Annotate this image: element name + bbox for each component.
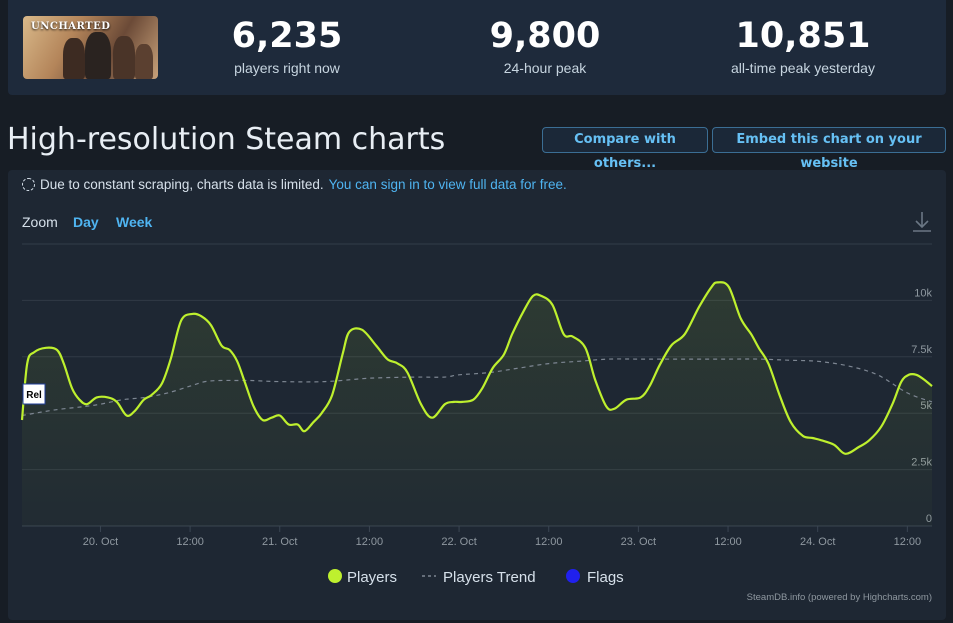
stat-value: 10,851 [735,16,871,56]
series-players-trend [21,358,933,417]
x-tick-label: 22. Oct [441,536,476,548]
legend: Players Players Trend Flags [328,569,624,586]
zoom-day-button[interactable]: Day [73,214,99,230]
flag-label: Rel [26,390,42,401]
download-icon[interactable] [913,212,931,232]
x-tick-label: 12:00 [176,536,204,548]
stat-all-time-peak: 10,851 all-time peak yesterday [703,16,903,76]
stat-24h-peak: 9,800 24-hour peak [465,16,625,76]
stat-value: 6,235 [231,16,343,56]
stat-label: 24-hour peak [503,60,587,76]
game-thumbnail[interactable]: UNCHARTED [23,16,158,79]
legend-item-flags[interactable]: Flags [566,569,624,586]
zoom-week-button[interactable]: Week [116,214,153,230]
stat-label: all-time peak yesterday [731,60,875,76]
stat-current-players: 6,235 players right now [207,16,367,76]
zoom-label: Zoom [22,214,58,230]
release-flag[interactable]: Rel [22,383,46,405]
stats-bar: UNCHARTED 6,235 players right now 9,800 … [8,0,946,95]
x-tick-label: 12:00 [894,536,922,548]
x-tick-label: 12:00 [356,536,384,548]
legend-players-label: Players [347,569,397,586]
legend-flags-label: Flags [587,569,624,586]
chart-credits[interactable]: SteamDB.info (powered by Highcharts.com) [747,592,932,603]
y-tick-label: 10k [914,287,932,299]
legend-item-players-trend[interactable]: Players Trend [422,569,536,586]
compare-button[interactable]: Compare with others... [542,127,708,171]
x-axis-labels: 20. Oct 12:00 21. Oct 12:00 22. Oct 12:00 23. … [83,526,921,548]
players-area [22,282,932,526]
notice-text: Due to constant scraping, charts data is… [40,177,324,192]
series-players [20,281,933,455]
x-tick-label: 20. Oct [83,536,118,548]
x-tick-label: 23. Oct [621,536,656,548]
legend-trend-label: Players Trend [443,569,536,586]
legend-players-swatch [328,569,342,583]
x-tick-label: 24. Oct [800,536,835,548]
legend-flags-swatch [566,569,580,583]
x-tick-label: 12:00 [714,536,742,548]
y-tick-label: 7.5k [911,344,932,356]
page-title: High-resolution Steam charts [7,122,446,157]
loading-circle-icon [22,178,35,191]
game-logo-text: UNCHARTED [31,21,111,32]
legend-item-players[interactable]: Players [328,569,397,586]
stat-value: 9,800 [489,16,601,56]
x-tick-label: 21. Oct [262,536,297,548]
data-limit-notice: Due to constant scraping, charts data is… [22,177,567,192]
stat-label: players right now [234,60,340,76]
embed-chart-button[interactable]: Embed this chart on your website [712,127,946,171]
x-tick-label: 12:00 [535,536,563,548]
sign-in-link[interactable]: You can sign in to view full data for fr… [328,177,567,192]
